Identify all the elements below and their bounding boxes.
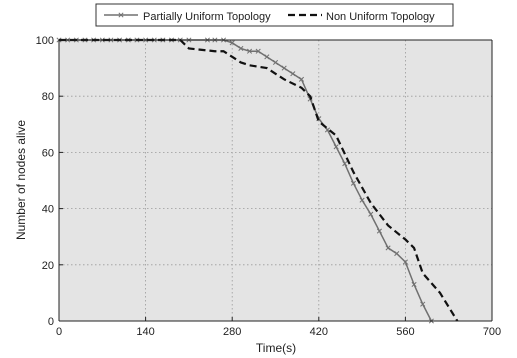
series-0-point-34 — [359, 197, 365, 203]
legend: Partially Uniform Topology Non Uniform T… — [95, 3, 454, 27]
series-0-point-33 — [350, 180, 356, 186]
series-0-point-20 — [238, 45, 244, 51]
x-tick-label-3: 420 — [310, 326, 328, 338]
x-tick-label-2: 280 — [223, 326, 241, 338]
series-0-point-35 — [368, 211, 374, 217]
series-0-point-41 — [420, 301, 426, 307]
x-axis-label: Time(s) — [256, 341, 296, 355]
y-tick-label-0: 0 — [48, 316, 54, 328]
x-tick-label-0: 0 — [56, 326, 62, 338]
series-0-point-25 — [281, 65, 287, 71]
series-0-point-36 — [376, 228, 382, 234]
legend-label-partially-uniform: Partially Uniform Topology — [143, 11, 271, 23]
series-0-point-30 — [324, 127, 331, 133]
series-0-point-27 — [298, 76, 305, 82]
y-axis-label: Number of nodes alive — [14, 120, 28, 240]
series-0-point-22 — [255, 48, 261, 54]
legend-label-non-uniform: Non Uniform Topology — [326, 11, 435, 23]
legend-box — [95, 3, 454, 27]
legend-sample-partially-uniform — [104, 12, 138, 18]
series-0-point-32 — [342, 161, 348, 167]
legend-marker-partially-uniform — [118, 12, 124, 18]
x-tick-label-4: 560 — [396, 326, 414, 338]
y-tick-label-2: 40 — [42, 204, 54, 216]
series-0-point-24 — [272, 59, 279, 66]
y-tick-label-4: 80 — [42, 91, 54, 103]
series-0-point-19 — [229, 40, 235, 46]
x-tick-label-5: 700 — [483, 326, 501, 338]
series-0-point-40 — [411, 281, 417, 288]
series-0-point-26 — [290, 71, 296, 77]
plot-area — [59, 40, 492, 321]
series-0-point-39 — [402, 259, 408, 265]
x-tick-label-1: 140 — [136, 326, 154, 338]
series-0-point-21 — [246, 48, 253, 54]
y-tick-label-5: 100 — [36, 35, 54, 47]
series-0-point-31 — [333, 144, 339, 150]
series-0-point-23 — [264, 54, 270, 60]
y-tick-label-3: 60 — [42, 147, 54, 159]
series-0-point-38 — [394, 251, 400, 257]
series-0-point-37 — [385, 245, 391, 251]
y-tick-label-1: 20 — [42, 260, 54, 272]
